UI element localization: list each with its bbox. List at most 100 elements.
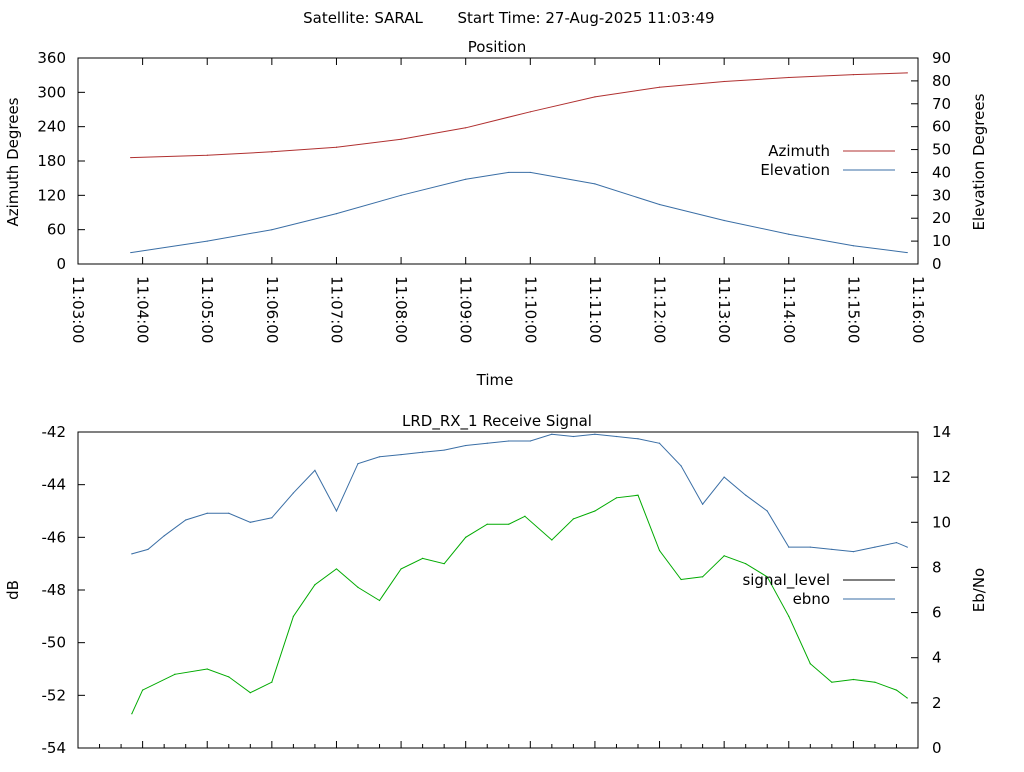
data-point-elevation xyxy=(508,171,510,174)
legend-label: Elevation xyxy=(760,161,830,179)
data-point-ebno xyxy=(249,521,251,523)
data-point-signal-level xyxy=(292,615,294,617)
data-point-ebno xyxy=(809,546,811,548)
y2-tick-label: 6 xyxy=(932,604,942,622)
y-tick-label: 60 xyxy=(47,221,66,239)
data-point-signal-level xyxy=(271,681,273,683)
y2-tick-label: 80 xyxy=(932,72,951,90)
y2-tick-label: 4 xyxy=(932,649,942,667)
data-point-signal-level xyxy=(228,676,230,678)
data-point-elevation xyxy=(658,203,661,206)
x-tick-label: 11:08:00 xyxy=(392,276,410,343)
y2-tick-label: 30 xyxy=(932,186,951,204)
data-point-azimuth xyxy=(465,127,467,129)
data-point-ebno xyxy=(314,469,316,471)
data-point-azimuth xyxy=(788,76,790,79)
data-point-signal-level xyxy=(745,563,747,565)
x-tick-label: 11:11:00 xyxy=(586,276,604,343)
x-tick-label: 11:12:00 xyxy=(651,276,669,343)
data-point-elevation xyxy=(852,245,854,247)
x-tick-label: 11:16:00 xyxy=(909,276,927,343)
data-point-signal-level xyxy=(658,549,661,552)
data-point-ebno xyxy=(357,463,359,465)
data-point-ebno xyxy=(465,444,467,447)
data-point-elevation xyxy=(723,219,725,222)
data-point-ebno xyxy=(508,440,510,442)
data-point-signal-level xyxy=(131,713,133,715)
series-line-ebno xyxy=(131,433,908,555)
y-tick-label: -52 xyxy=(42,686,67,704)
data-point-signal-level xyxy=(637,494,639,496)
data-point-ebno xyxy=(906,546,908,548)
data-point-azimuth xyxy=(400,138,402,140)
data-point-ebno xyxy=(766,510,768,512)
data-point-signal-level xyxy=(378,599,381,602)
legend-label: signal_level xyxy=(742,571,830,590)
data-point-ebno xyxy=(529,440,531,442)
y-tick-label: 360 xyxy=(37,49,66,67)
y-tick-label: -54 xyxy=(42,739,67,757)
signal-y-axis-label: dB xyxy=(4,580,22,600)
data-point-signal-level xyxy=(400,568,402,570)
data-point-azimuth xyxy=(906,72,908,74)
y-tick-label: -46 xyxy=(42,528,67,546)
data-point-ebno xyxy=(400,453,402,456)
y2-tick-label: 0 xyxy=(932,739,942,757)
data-point-signal-level xyxy=(206,668,208,670)
data-point-ebno xyxy=(443,449,445,451)
data-point-signal-level xyxy=(524,515,526,517)
position-y2-axis-label: Elevation Degrees xyxy=(970,93,988,230)
position-chart-title: Position xyxy=(468,38,526,56)
position-y-axis-label: Azimuth Degrees xyxy=(4,97,22,226)
data-point-azimuth xyxy=(130,156,132,159)
x-tick-label: 11:03:00 xyxy=(69,276,87,343)
data-point-signal-level xyxy=(702,576,704,578)
data-point-azimuth xyxy=(271,151,273,153)
series-line-elevation xyxy=(130,171,908,254)
data-point-ebno xyxy=(788,546,790,548)
x-tick-label: 11:13:00 xyxy=(715,276,733,343)
data-point-signal-level xyxy=(443,563,445,565)
data-point-ebno xyxy=(486,442,488,444)
data-point-elevation xyxy=(594,183,596,185)
data-point-signal-level xyxy=(465,536,467,538)
position-chart: 0 60 120 180 240 300 360 0 10 20 30 40 50 60 70 80 90 11:… xyxy=(37,49,951,343)
data-point-signal-level xyxy=(766,576,768,578)
data-point-elevation xyxy=(465,178,467,180)
data-point-azimuth xyxy=(594,96,596,98)
start-time-label: Start Time: 27-Aug-2025 11:03:49 xyxy=(457,9,714,27)
data-point-ebno xyxy=(702,503,704,505)
x-tick-label: 11:06:00 xyxy=(263,276,281,343)
data-point-elevation xyxy=(529,171,531,174)
satellite-label: Satellite: SARAL xyxy=(303,9,423,27)
data-point-signal-level xyxy=(357,586,359,588)
data-point-ebno xyxy=(271,517,273,519)
data-point-azimuth xyxy=(206,154,208,156)
data-point-azimuth xyxy=(335,146,338,148)
data-point-elevation xyxy=(271,229,273,231)
data-point-azimuth xyxy=(852,73,854,76)
data-point-signal-level xyxy=(809,663,811,665)
y2-tick-label: 40 xyxy=(932,163,951,181)
data-point-ebno xyxy=(615,435,618,438)
signal-chart: -54 -52 -50 -48 -46 -44 -42 0 2 4 6 8 10 12 14 signal_l… xyxy=(42,423,952,757)
series-line-signal-level xyxy=(131,494,908,715)
x-tick-label: 11:05:00 xyxy=(198,276,216,343)
data-point-ebno xyxy=(680,465,682,467)
legend-label: ebno xyxy=(793,590,830,608)
data-point-signal-level xyxy=(486,523,488,525)
data-point-ebno xyxy=(185,519,187,521)
data-point-ebno xyxy=(831,548,833,550)
y2-tick-label: 10 xyxy=(932,513,951,531)
data-point-ebno xyxy=(131,553,133,555)
y2-tick-label: 70 xyxy=(932,95,951,113)
y-tick-label: 120 xyxy=(37,186,66,204)
y-tick-label: -48 xyxy=(42,581,67,599)
data-point-signal-level xyxy=(174,673,176,675)
data-point-signal-level xyxy=(335,568,338,570)
y2-tick-label: 14 xyxy=(932,423,951,441)
data-point-signal-level xyxy=(788,615,790,617)
data-point-ebno xyxy=(147,548,149,550)
legend-label: Azimuth xyxy=(768,142,830,160)
data-point-ebno xyxy=(594,433,596,435)
